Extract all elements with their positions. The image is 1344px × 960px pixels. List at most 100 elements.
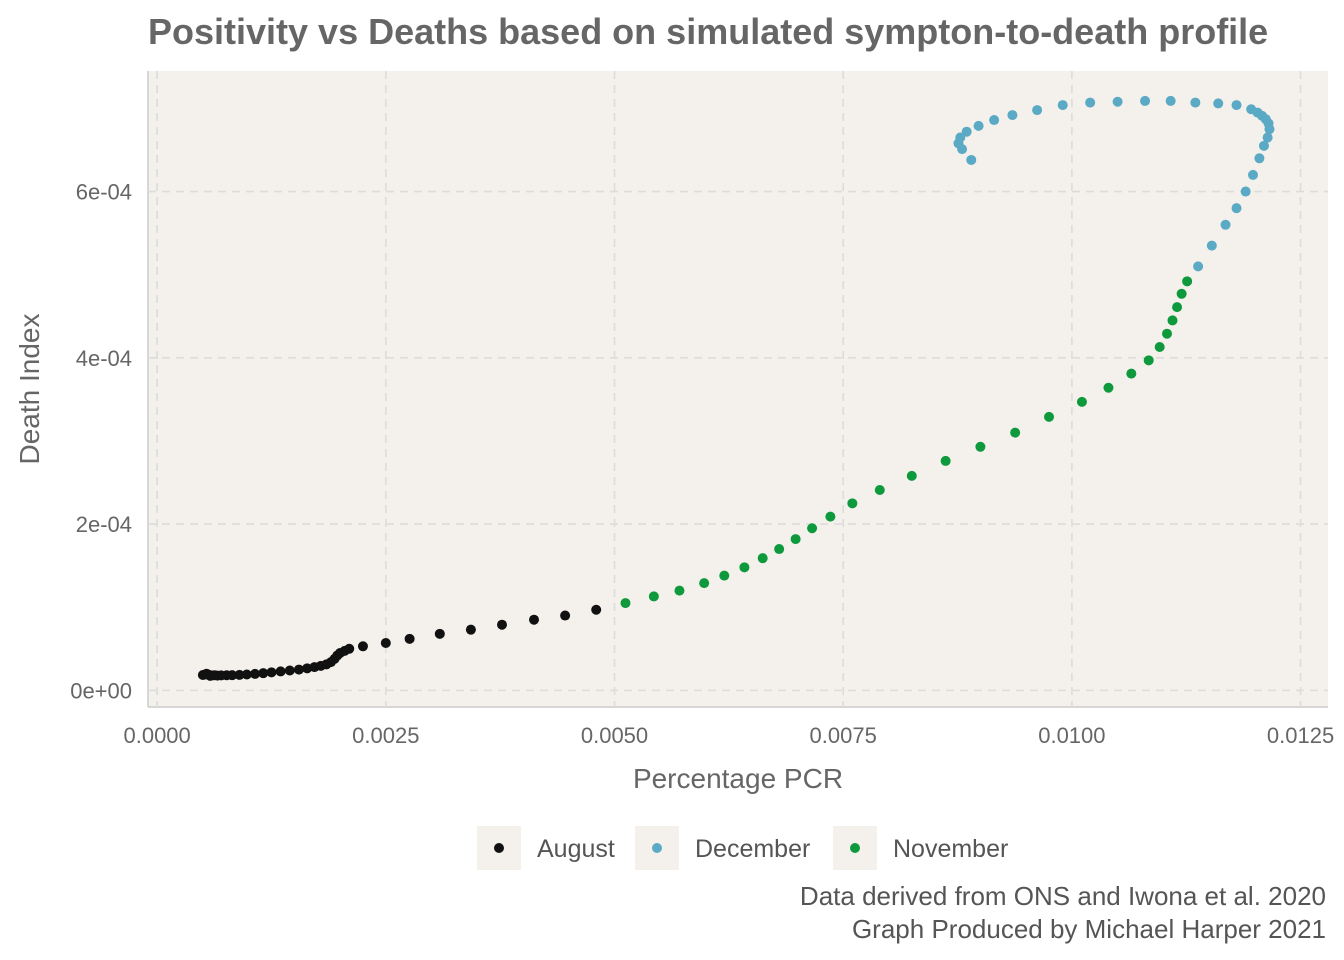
data-point-august: [465, 624, 476, 635]
data-point-november: [739, 562, 750, 573]
data-point-december: [1085, 97, 1096, 108]
caption-author: Graph Produced by Michael Harper 2021: [852, 914, 1326, 944]
data-point-november: [1044, 411, 1055, 422]
data-point-december: [1258, 140, 1269, 151]
data-point-december: [1231, 203, 1242, 214]
data-point-december: [1220, 219, 1231, 230]
x-tick-label: 0.0025: [352, 723, 419, 748]
data-point-august: [241, 669, 252, 680]
legend: August December November: [477, 826, 1008, 870]
data-point-november: [719, 570, 730, 581]
legend-label-november: November: [893, 835, 1008, 863]
data-point-november: [906, 470, 917, 481]
data-point-december: [1007, 110, 1018, 121]
data-point-august: [275, 666, 286, 677]
y-tick-label: 4e-04: [76, 346, 132, 371]
grid-lines: [148, 71, 1328, 707]
caption-source: Data derived from ONS and Iwona et al. 2…: [800, 881, 1326, 911]
data-point-november: [975, 441, 986, 452]
data-point-december: [1190, 97, 1201, 108]
legend-label-august: August: [537, 835, 615, 863]
data-point-december: [1213, 98, 1224, 109]
data-point-august: [266, 667, 277, 678]
data-point-november: [1182, 276, 1193, 287]
data-point-november: [699, 578, 710, 589]
series-november: [620, 276, 1193, 609]
y-tick-label: 0e+00: [70, 678, 132, 703]
data-point-november: [940, 455, 951, 466]
chart-title: Positivity vs Deaths based on simulated …: [148, 11, 1268, 52]
x-tick-label: 0.0100: [1038, 723, 1105, 748]
data-point-december: [1206, 240, 1217, 251]
data-point-december: [1140, 95, 1151, 106]
data-point-november: [1167, 315, 1178, 326]
x-tick-label: 0.0000: [123, 723, 190, 748]
data-point-november: [757, 553, 768, 564]
data-point-november: [1154, 342, 1165, 353]
data-point-november: [1176, 288, 1187, 299]
data-point-august: [497, 619, 507, 630]
data-point-december: [1240, 186, 1251, 197]
data-point-december: [1165, 95, 1176, 106]
series-december: [953, 95, 1275, 272]
data-point-august: [434, 628, 445, 639]
data-point-december: [1057, 100, 1068, 111]
legend-label-december: December: [695, 835, 810, 863]
data-point-november: [620, 598, 631, 609]
x-tick-label: 0.0075: [810, 723, 877, 748]
data-point-december: [1193, 261, 1204, 272]
legend-dot-november: [850, 843, 860, 853]
data-point-december: [1112, 96, 1123, 107]
plot-panel: [148, 71, 1328, 707]
data-point-december: [961, 126, 972, 137]
x-axis-title: Percentage PCR: [633, 763, 843, 794]
data-point-december: [1262, 132, 1273, 143]
data-point-august: [529, 614, 540, 625]
data-point-november: [1010, 427, 1021, 438]
data-point-november: [1103, 382, 1114, 393]
data-point-august: [404, 633, 415, 644]
data-point-november: [825, 511, 836, 522]
data-point-december: [966, 154, 977, 165]
legend-dot-august: [494, 843, 504, 853]
data-point-november: [1172, 302, 1183, 313]
y-axis-title: Death Index: [14, 314, 45, 465]
data-point-december: [1254, 153, 1265, 164]
data-point-august: [227, 670, 238, 681]
data-point-november: [648, 591, 659, 602]
data-point-august: [344, 643, 355, 654]
data-point-november: [807, 523, 818, 534]
data-point-november: [1143, 355, 1154, 366]
data-point-december: [1032, 105, 1043, 116]
data-point-november: [847, 498, 858, 509]
data-point-august: [284, 665, 295, 676]
data-point-august: [591, 604, 602, 615]
legend-dot-december: [652, 843, 662, 853]
data-point-december: [973, 120, 984, 131]
data-point-november: [674, 585, 685, 596]
data-point-november: [1126, 368, 1137, 379]
data-point-december: [957, 144, 968, 155]
data-point-november: [1162, 328, 1173, 339]
data-point-december: [989, 115, 1000, 126]
y-tick-label: 2e-04: [76, 512, 132, 537]
data-point-august: [234, 669, 245, 680]
data-point-november: [1076, 396, 1087, 407]
data-point-august: [250, 668, 261, 679]
tick-labels: 0.0000 0.0025 0.0050 0.0075 0.0100 0.0125 0e+0…: [70, 180, 1334, 748]
data-point-august: [380, 637, 391, 648]
data-point-december: [1246, 104, 1257, 115]
data-point-november: [790, 534, 801, 545]
series-august: [197, 604, 602, 681]
data-point-december: [1247, 169, 1258, 180]
x-tick-label: 0.0050: [581, 723, 648, 748]
data-points: [197, 95, 1275, 681]
data-point-august: [560, 610, 571, 621]
data-point-november: [774, 544, 785, 555]
data-point-august: [258, 668, 269, 679]
y-tick-label: 6e-04: [76, 180, 132, 205]
data-point-november: [874, 485, 885, 496]
data-point-december: [1231, 100, 1242, 111]
data-point-august: [293, 664, 304, 675]
